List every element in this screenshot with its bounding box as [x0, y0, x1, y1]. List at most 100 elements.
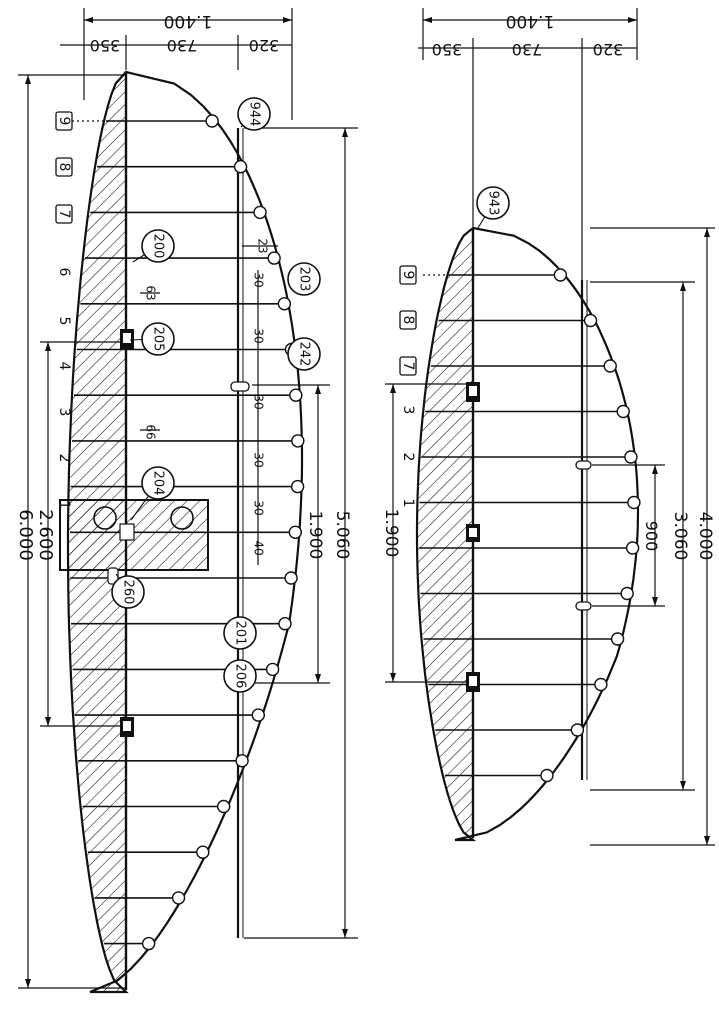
left-rib-number-2-box	[55, 204, 73, 224]
right-wing-fitting-1-inner	[469, 386, 477, 396]
left-dim-overall: 6.000	[15, 509, 36, 561]
left-rib-number-7: 2	[56, 454, 72, 463]
right-top-dim-3: 320	[593, 40, 624, 59]
arrowhead-11	[704, 836, 710, 845]
callout-201: 201	[233, 621, 248, 646]
right-wing-outline	[415, 226, 640, 842]
arrowhead-8	[390, 384, 396, 393]
left-rib-cap-0	[205, 114, 219, 128]
left-rib-number-3: 6	[56, 268, 72, 277]
left-rib-cap-9	[288, 525, 303, 539]
right-rib-number-1-box	[399, 310, 417, 330]
arrowhead-1	[25, 979, 31, 988]
left-spacing-label-1: 63	[144, 285, 158, 300]
callout-943: 943	[486, 191, 501, 216]
callout-242: 242	[297, 342, 312, 367]
right-rib-numbers: 9 8 7 3 2 1	[399, 265, 417, 508]
callout-203-circle	[287, 262, 321, 296]
left-rib-number-0-box	[55, 111, 73, 131]
left-rib-cap-8	[290, 479, 305, 494]
left-rib-cap-4	[277, 297, 292, 311]
arrowhead-9	[390, 673, 396, 682]
left-rib-cap-16	[196, 845, 210, 859]
left-wing-labels: 1.400 350 730 320 6.000 2.600 1.900 5.06…	[15, 11, 352, 561]
right-rib-cap-0	[553, 268, 568, 282]
callout-204-circle	[141, 466, 175, 500]
right-top-dim-1: 350	[432, 40, 463, 59]
callout-205-circle	[141, 322, 175, 356]
right-wing-spar-joint-2	[575, 601, 592, 611]
left-wing-fitting-1-inner	[123, 333, 131, 343]
arrowhead-6	[315, 385, 321, 394]
callout-205: 205	[151, 327, 166, 352]
right-dim-spar: 1.900	[381, 509, 401, 558]
left-rib-number-0: 9	[56, 117, 72, 126]
right-rib-cap-7	[620, 586, 634, 601]
arrowhead-18	[423, 17, 432, 23]
left-rib-number-1-box	[55, 157, 73, 177]
right-rib-number-0: 9	[400, 271, 416, 280]
right-rib-number-0-box	[399, 265, 417, 285]
left-spacing-label-2: 30	[252, 272, 266, 287]
left-top-dim-2: 730	[167, 36, 198, 55]
callout-204: 204	[151, 471, 166, 496]
right-rib-cap-4	[624, 450, 638, 464]
right-wing-fitting-2-inner	[469, 528, 477, 537]
right-rib-number-2: 7	[400, 362, 416, 371]
left-spacing-label-6: 30	[252, 500, 266, 515]
right-wing-labels: 1.400 350 730 320 1.900 900 3.060 4.000 …	[381, 11, 715, 560]
left-wing-outline	[66, 70, 304, 994]
arrowhead-16	[84, 17, 93, 23]
left-spacing-label-8: 66	[144, 424, 158, 439]
left-rib-cap-3	[267, 251, 281, 265]
right-rib-cap-5	[627, 495, 641, 510]
right-rib-cap-11	[540, 768, 554, 783]
left-wing	[59, 70, 305, 994]
callout-203: 203	[297, 267, 312, 292]
arrowhead-2	[45, 342, 51, 351]
left-rib-number-8: 1	[56, 501, 72, 510]
left-rib-cap-18	[141, 936, 156, 951]
left-spacing-label-5: 30	[252, 452, 266, 467]
right-wing-fitting-3-inner	[469, 676, 477, 686]
left-wing-root-fitting	[119, 523, 135, 541]
right-wing-spar-joint-1	[575, 460, 592, 470]
left-rib-cap-15	[217, 799, 231, 814]
callout-260-circle	[111, 575, 145, 609]
left-top-dim-total: 1.400	[164, 11, 213, 31]
left-rib-cap-11	[278, 617, 292, 631]
left-rib-cap-13	[251, 708, 266, 722]
left-rib-cap-12	[265, 662, 280, 677]
dimension-arrowheads	[25, 17, 710, 988]
callout-200: 200	[151, 234, 166, 259]
right-rib-number-2-box	[399, 356, 417, 376]
left-dim-root: 2.600	[35, 509, 56, 561]
right-rib-number-3: 3	[400, 406, 416, 415]
left-rib-cap-2	[253, 205, 267, 220]
left-rib-cap-17	[171, 891, 186, 905]
callout-206: 206	[233, 664, 248, 689]
arrowhead-14	[652, 465, 658, 474]
left-top-dim-1: 350	[90, 36, 121, 55]
callout-242-circle	[287, 337, 321, 371]
dimension-lines	[18, 8, 715, 989]
arrowhead-3	[45, 717, 51, 726]
arrowhead-13	[680, 781, 686, 790]
left-rib-cap-1	[233, 159, 248, 174]
right-top-dim-total: 1.400	[506, 11, 555, 31]
part-callouts: 944 200 203 205 242 204 260 201 206 943	[111, 97, 510, 693]
arrowhead-10	[704, 228, 710, 237]
left-spacing-labels: 23 63 30 30 30 30 30 40 66	[144, 238, 270, 555]
left-rib-numbers: 9 8 7 6 5 4 3 2 1	[55, 111, 73, 510]
left-wing-fitting-2-inner	[123, 721, 131, 731]
callout-260: 260	[121, 580, 136, 605]
right-rib-number-5: 1	[400, 499, 416, 508]
right-dim-joint: 900	[642, 521, 661, 552]
arrowhead-19	[628, 17, 637, 23]
callout-944: 944	[247, 102, 262, 127]
right-rib-cap-3	[616, 404, 630, 419]
left-rib-cap-14	[235, 754, 249, 768]
left-rib-cap-10	[284, 571, 298, 585]
callout-943-circle	[476, 186, 510, 220]
